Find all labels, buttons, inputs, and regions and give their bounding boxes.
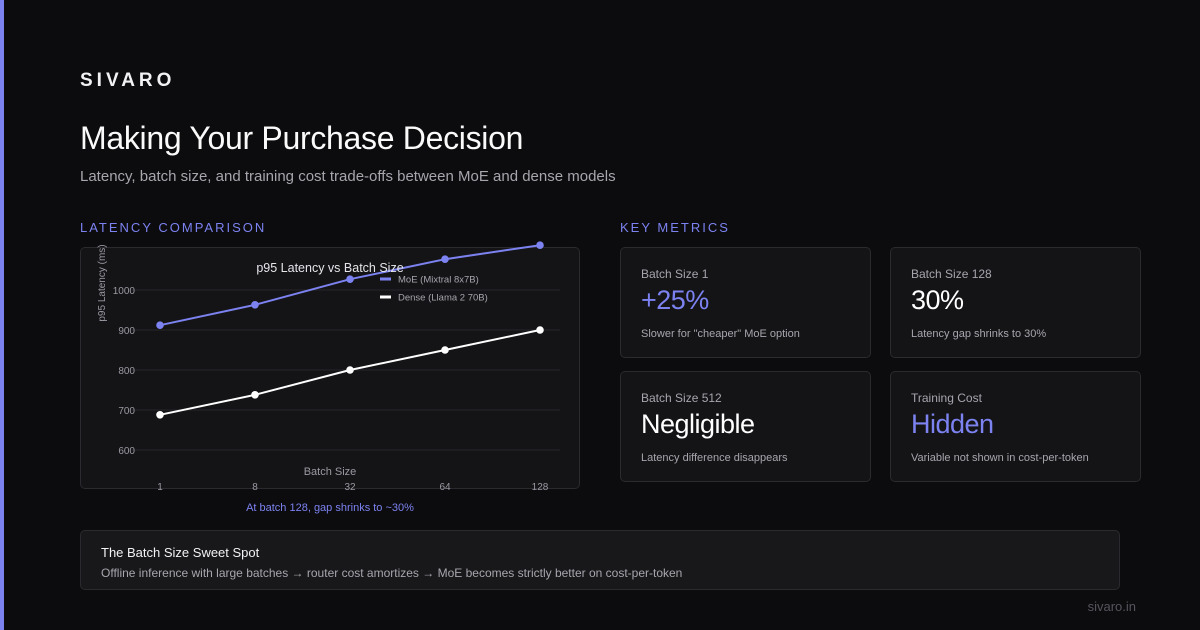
metric-card-batch-128: Batch Size 128 30% Latency gap shrinks t…	[890, 247, 1141, 358]
metric-description: Latency difference disappears	[641, 452, 788, 464]
metric-card-training-cost: Training Cost Hidden Variable not shown …	[890, 371, 1141, 482]
metric-value: Negligible	[641, 409, 755, 439]
legend-label: Dense (Llama 2 70B)	[398, 293, 488, 304]
data-point	[536, 326, 544, 334]
data-point	[156, 321, 164, 329]
chart-caption: At batch 128, gap shrinks to ~30%	[246, 502, 414, 514]
data-point	[251, 301, 259, 309]
x-tick-label: 32	[344, 482, 356, 493]
footer-url: sivaro.in	[1087, 599, 1136, 614]
callout-text: Offline inference with large batches → r…	[101, 566, 683, 580]
x-axis-label: Batch Size	[304, 466, 357, 478]
data-point	[346, 366, 354, 374]
y-tick-label: 700	[118, 406, 135, 417]
metric-card-batch-1: Batch Size 1 +25% Slower for "cheaper" M…	[620, 247, 871, 358]
chart-title: p95 Latency vs Batch Size	[256, 261, 403, 275]
data-point	[251, 391, 259, 399]
y-tick-label: 600	[118, 446, 135, 457]
metric-label: Batch Size 128	[911, 267, 992, 281]
metric-description: Slower for "cheaper" MoE option	[641, 328, 800, 340]
x-tick-label: 8	[252, 482, 258, 493]
data-point	[156, 411, 164, 419]
metric-label: Training Cost	[911, 391, 982, 405]
data-point	[536, 241, 544, 249]
y-axis-label: p95 Latency (ms)	[97, 244, 108, 321]
x-tick-label: 64	[439, 482, 451, 493]
metric-value: +25%	[641, 285, 709, 315]
x-tick-label: 128	[532, 482, 549, 493]
metric-label: Batch Size 512	[641, 391, 722, 405]
metric-value: 30%	[911, 285, 964, 315]
metric-label: Batch Size 1	[641, 267, 709, 281]
metrics-section-label: KEY METRICS	[620, 220, 730, 235]
metric-description: Variable not shown in cost-per-token	[911, 452, 1089, 464]
data-point	[441, 255, 449, 263]
page-title: Making Your Purchase Decision	[80, 120, 524, 156]
metric-card-batch-512: Batch Size 512 Negligible Latency differ…	[620, 371, 871, 482]
legend-label: MoE (Mixtral 8x7B)	[398, 275, 479, 286]
y-tick-label: 800	[118, 366, 135, 377]
x-tick-label: 1	[157, 482, 163, 493]
chart-section-label: LATENCY COMPARISON	[80, 220, 267, 235]
metric-value: Hidden	[911, 409, 994, 439]
callout-title: The Batch Size Sweet Spot	[101, 545, 260, 560]
brand-logo: SIVARO	[80, 70, 176, 91]
series-line	[159, 244, 541, 327]
metric-description: Latency gap shrinks to 30%	[911, 328, 1047, 340]
data-point	[441, 346, 449, 354]
data-point	[346, 275, 354, 283]
chart-panel	[80, 247, 580, 489]
callout-box: The Batch Size Sweet Spot Offline infere…	[80, 530, 1120, 590]
y-tick-label: 1000	[113, 286, 136, 297]
latency-chart: 600 700 800 900 1000 1 8 32 64 128 Batch Size p95 L…	[97, 241, 560, 493]
page-subtitle: Latency, batch size, and training cost t…	[80, 168, 616, 185]
accent-bar	[0, 0, 4, 630]
y-tick-label: 900	[118, 326, 135, 337]
